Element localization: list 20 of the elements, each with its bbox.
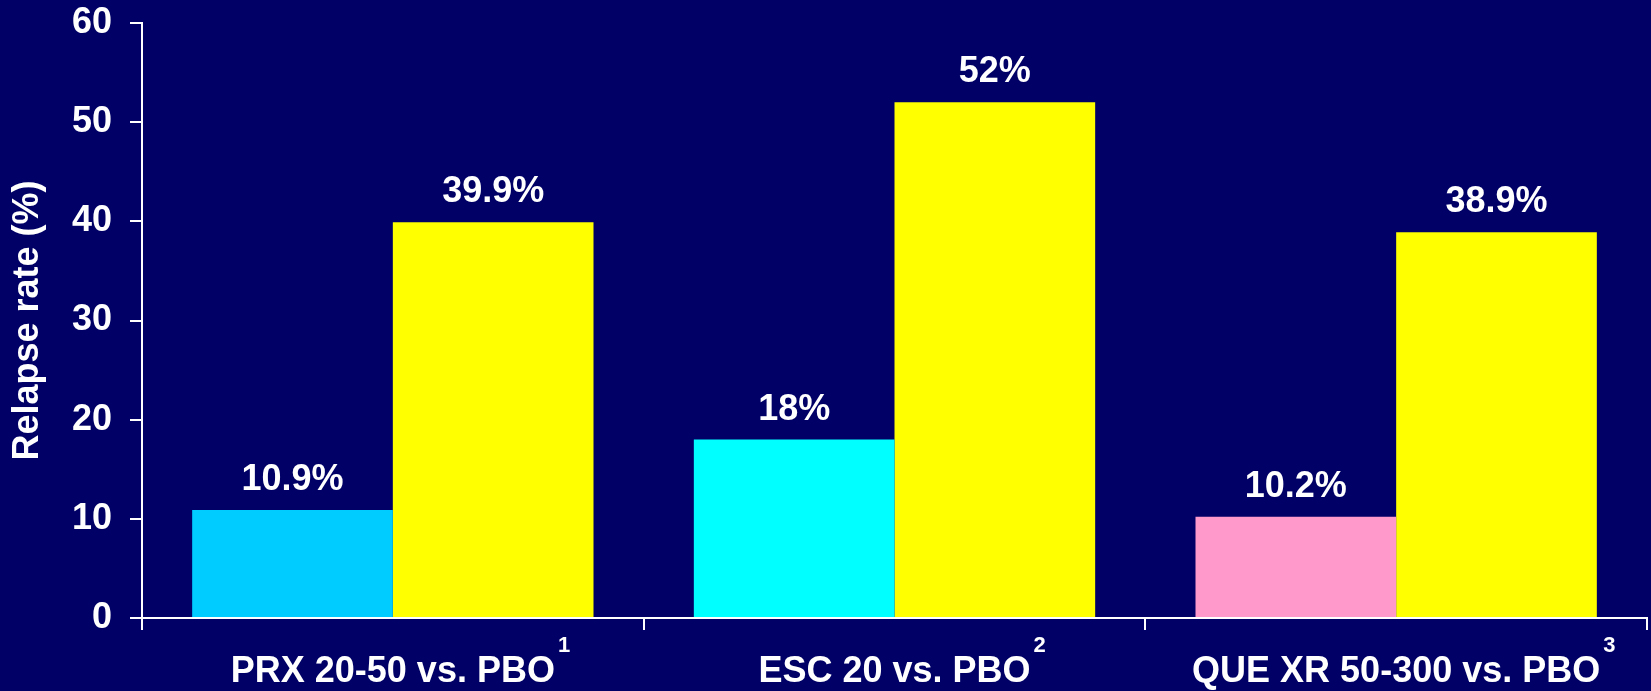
bar <box>192 509 393 617</box>
bar <box>1195 516 1397 617</box>
data-label: 10.2% <box>1244 463 1347 505</box>
data-label: 18% <box>758 386 831 428</box>
bar <box>894 102 1096 617</box>
y-tick-label: 30 <box>71 297 112 339</box>
y-tick-label: 40 <box>71 198 112 240</box>
y-tick-label: 50 <box>71 99 112 141</box>
data-label: 52% <box>958 49 1031 91</box>
bar <box>392 222 594 617</box>
data-label: 38.9% <box>1445 179 1548 221</box>
data-label: 39.9% <box>442 169 545 211</box>
bar <box>693 439 895 617</box>
y-tick-label: 10 <box>71 495 112 537</box>
y-tick-label: 20 <box>71 396 112 438</box>
data-label: 10.9% <box>241 456 344 498</box>
y-tick-label: 0 <box>91 594 112 636</box>
y-tick-label: 60 <box>71 0 112 41</box>
bar <box>1396 232 1597 617</box>
y-axis-title: Relapse rate (%) <box>4 180 46 461</box>
